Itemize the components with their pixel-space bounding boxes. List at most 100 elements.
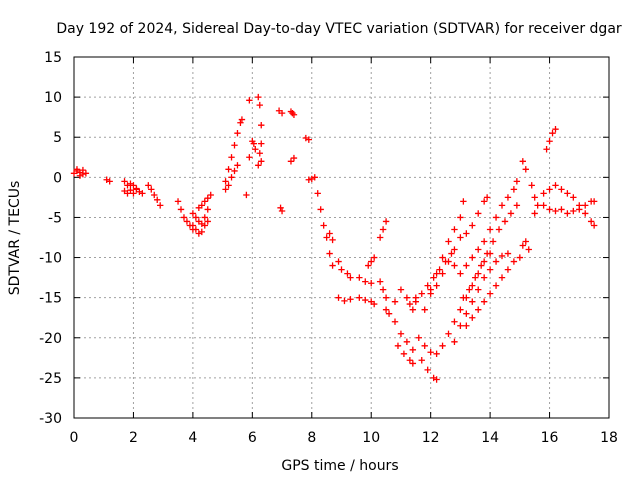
series-arc-41: [540, 182, 598, 229]
data-point: [469, 254, 476, 261]
data-point: [338, 266, 345, 273]
x-tick-label: 18: [600, 430, 618, 446]
series-arc-16: [302, 134, 315, 183]
data-point: [305, 136, 313, 143]
data-point: [477, 262, 485, 269]
x-tick-label: 10: [362, 430, 380, 446]
data-point: [234, 130, 241, 137]
series-arc-19: [335, 258, 354, 281]
data-point: [475, 286, 482, 293]
data-point: [148, 186, 155, 193]
data-point: [192, 214, 200, 221]
data-point: [145, 182, 152, 189]
data-point: [183, 218, 191, 225]
data-point: [418, 357, 425, 364]
y-axis-tick-labels: 15 10 5 0 -5 -10 -15 -20 -25 -30: [39, 50, 62, 427]
data-point: [278, 109, 286, 117]
data-point: [463, 322, 470, 329]
data-point: [234, 162, 241, 169]
data-point: [180, 214, 188, 221]
data-point: [492, 282, 500, 289]
data-point: [204, 194, 211, 202]
data-point: [198, 228, 206, 236]
data-point: [287, 158, 295, 165]
data-point: [424, 366, 431, 374]
data-point: [204, 206, 211, 213]
data-point: [409, 306, 417, 313]
data-point: [73, 166, 81, 173]
data-point: [451, 262, 458, 269]
data-point: [498, 274, 506, 281]
data-point: [427, 290, 434, 297]
data-point: [365, 262, 372, 269]
data-point: [492, 214, 500, 221]
data-point: [189, 222, 197, 229]
data-point: [368, 258, 375, 265]
data-point: [406, 357, 414, 364]
data-point: [335, 258, 342, 265]
data-point: [486, 266, 494, 273]
data-point: [379, 286, 387, 293]
data-point: [201, 214, 208, 221]
data-point: [207, 191, 214, 199]
data-point: [124, 190, 131, 197]
data-point: [370, 300, 378, 308]
data-point: [290, 111, 298, 118]
y-tick-label: -25: [39, 371, 62, 387]
series-arc-26: [382, 286, 405, 317]
data-point: [475, 270, 482, 277]
data-point: [540, 190, 547, 197]
series-arc-11: [222, 162, 241, 193]
data-point: [463, 230, 470, 237]
data-point: [570, 207, 577, 215]
data-point: [522, 166, 529, 173]
data-point: [424, 282, 431, 289]
data-point: [151, 191, 158, 199]
data-point: [246, 97, 253, 104]
data-point: [507, 210, 515, 217]
data-point: [582, 202, 589, 209]
data-point: [510, 186, 518, 193]
data-point: [376, 234, 384, 241]
data-point: [255, 162, 262, 169]
data-point: [436, 266, 443, 273]
data-point: [576, 206, 583, 213]
data-point: [237, 119, 244, 126]
data-point: [403, 338, 411, 345]
data-point: [225, 166, 232, 173]
data-point: [335, 294, 342, 301]
data-point: [445, 330, 452, 337]
series-arc-02: [103, 176, 113, 185]
x-tick-label: 4: [188, 430, 197, 446]
data-point: [198, 202, 206, 209]
x-axis-label: GPS time / hours: [281, 458, 398, 474]
data-point: [391, 298, 399, 305]
series-arc-08: [189, 218, 211, 237]
data-point: [231, 167, 238, 175]
data-point: [76, 172, 84, 179]
data-point: [314, 190, 321, 197]
data-point: [439, 270, 446, 277]
data-point: [256, 101, 263, 109]
data-point: [504, 266, 512, 273]
chart-title: Day 192 of 2024, Sidereal Day-to-day VTE…: [56, 21, 622, 37]
data-point: [480, 298, 488, 305]
data-point: [528, 182, 535, 189]
data-point: [382, 306, 390, 313]
data-point: [400, 350, 408, 358]
data-point: [243, 191, 250, 199]
data-point: [412, 294, 420, 301]
data-point: [498, 202, 506, 209]
data-point: [79, 166, 87, 174]
series-arc-38: [519, 158, 532, 253]
data-point: [362, 296, 369, 304]
data-point: [480, 258, 488, 265]
data-point: [457, 234, 464, 241]
data-point: [439, 342, 446, 349]
data-point: [228, 154, 235, 161]
series-arc-30: [418, 357, 440, 383]
data-point: [397, 286, 405, 293]
data-point: [379, 226, 387, 233]
data-point: [483, 194, 491, 201]
data-point: [513, 202, 521, 209]
